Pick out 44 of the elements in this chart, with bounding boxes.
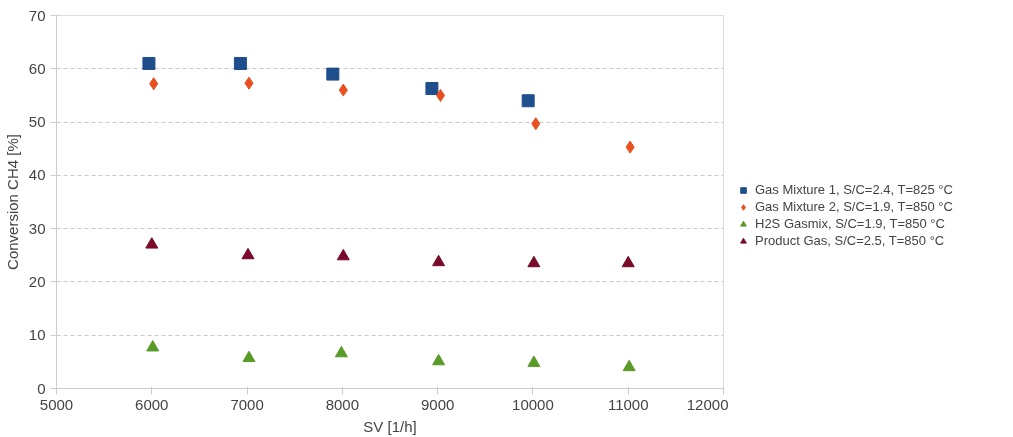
point — [425, 82, 439, 95]
x-tick-label: 6000 — [135, 395, 169, 413]
point — [149, 77, 159, 91]
y-tick-label: 30 — [28, 219, 46, 237]
x-tick-label: 8000 — [325, 395, 360, 413]
y-tick-label: 50 — [28, 113, 46, 131]
y-tick-label: 60 — [28, 59, 46, 77]
point — [622, 359, 636, 372]
point — [326, 67, 340, 81]
x-tick-label: 10000 — [512, 395, 554, 413]
y-tick-label: 40 — [28, 166, 46, 184]
point — [527, 255, 541, 268]
point — [625, 140, 635, 154]
point — [432, 254, 446, 267]
point — [527, 355, 541, 367]
x-tick-label: 7000 — [230, 395, 264, 413]
point — [338, 83, 348, 97]
point — [146, 340, 160, 352]
legend-label: Gas Mixture 1, S/C=2.4, T=825 °C — [755, 182, 953, 197]
point — [521, 94, 535, 108]
point — [244, 76, 254, 90]
point — [241, 247, 255, 260]
y-tick-label: 20 — [28, 272, 46, 290]
y-tick-label: 0 — [37, 379, 46, 397]
x-tick-label: 12000 — [686, 395, 729, 413]
point — [336, 248, 350, 261]
point — [432, 353, 446, 366]
x-tick-label: 9000 — [420, 395, 455, 413]
point — [233, 56, 247, 70]
y-axis-title: Conversion CH4 [%] — [3, 134, 21, 270]
legend-label: Gas Mixture 2, S/C=1.9, T=850 °C — [755, 199, 953, 214]
point — [142, 56, 156, 70]
point — [242, 350, 256, 363]
legend-label: Product Gas, S/C=2.5, T=850 °C — [755, 233, 945, 248]
y-tick-label: 10 — [28, 326, 46, 344]
legend-label: H2S Gasmix, S/C=1.9, T=850 °C — [755, 216, 945, 231]
y-tick-label: 70 — [28, 6, 46, 24]
x-tick-label: 5000 — [39, 395, 74, 413]
x-axis-title: SV [1/h] — [363, 417, 417, 435]
point — [145, 237, 159, 249]
point — [334, 345, 348, 358]
point — [531, 117, 541, 131]
x-tick-label: 11000 — [607, 395, 649, 413]
point — [621, 255, 635, 268]
